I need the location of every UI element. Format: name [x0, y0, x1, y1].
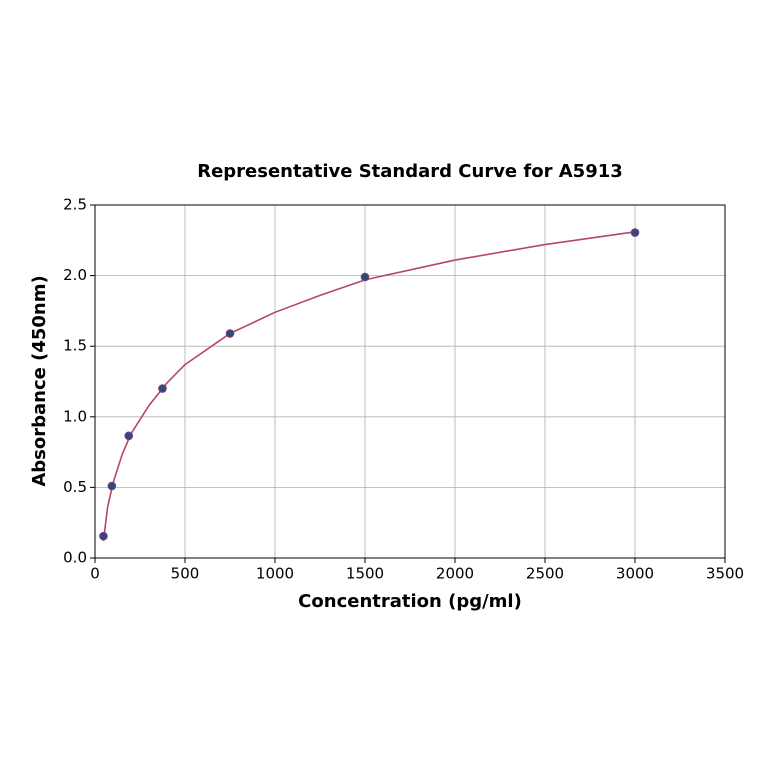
plot-frame — [94, 204, 726, 559]
y-tick-label: 2.0 — [63, 266, 87, 284]
x-tick-label: 1000 — [256, 565, 294, 583]
x-tick-label: 1500 — [346, 565, 384, 583]
data-point — [124, 431, 134, 441]
data-point — [158, 384, 167, 393]
chart-title: Representative Standard Curve for A5913 — [197, 161, 623, 182]
data-point — [107, 481, 117, 491]
data-point — [225, 329, 235, 338]
x-tick-label: 3500 — [706, 565, 744, 583]
fit-curve — [102, 231, 636, 542]
x-tick-label: 0 — [90, 565, 100, 583]
y-tick-label: 2.5 — [63, 196, 87, 214]
data-point — [360, 272, 370, 282]
x-tick-label: 2500 — [526, 565, 564, 583]
y-tick-label: 1.5 — [63, 337, 87, 355]
y-tick-label: 1.0 — [63, 407, 87, 425]
x-tick-label: 500 — [171, 565, 200, 583]
y-axis-label: Absorbance (450nm) — [29, 275, 50, 486]
data-point — [630, 228, 640, 237]
data-point — [99, 531, 108, 541]
x-tick-label: 3000 — [616, 565, 654, 583]
y-tick-label: 0.0 — [63, 549, 87, 567]
x-axis-label: Concentration (pg/ml) — [298, 591, 522, 612]
x-tick-label: 2000 — [436, 565, 474, 583]
y-tick-label: 0.5 — [63, 478, 87, 496]
